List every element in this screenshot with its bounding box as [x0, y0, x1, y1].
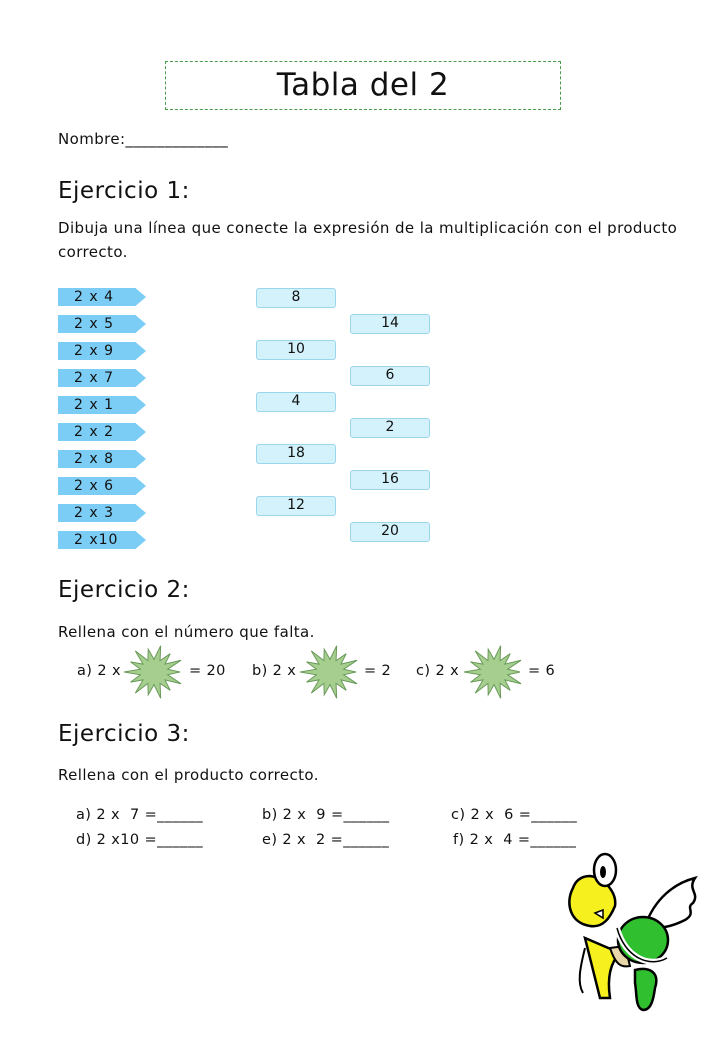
koopa-illustration [568, 852, 698, 1012]
exercise3-instructions: Rellena con el producto correcto. [58, 766, 319, 784]
fill-in-item[interactable]: e) 2 x 2 =______ [262, 832, 390, 848]
product-box[interactable]: 18 [256, 444, 336, 464]
page-title: Tabla del 2 [165, 61, 561, 110]
expression-tag[interactable]: 2 x 8 [58, 450, 146, 468]
blank-star-shape[interactable] [462, 644, 526, 700]
fill-in-item[interactable]: b) 2 x 9 =______ [262, 807, 390, 823]
equation-result: = 6 [528, 663, 556, 679]
exercise3-heading: Ejercicio 3: [58, 721, 190, 747]
product-box[interactable]: 12 [256, 496, 336, 516]
product-box[interactable]: 2 [350, 418, 430, 438]
product-box[interactable]: 20 [350, 522, 430, 542]
exercise1-instructions: Dibuja una línea que conecte la expresió… [58, 219, 678, 237]
exercise2-heading: Ejercicio 2: [58, 577, 190, 603]
expression-tag[interactable]: 2 x 2 [58, 423, 146, 441]
name-field-label: Nombre:_____________ [58, 130, 229, 148]
equation-prefix: c) 2 x [416, 663, 460, 679]
equation-prefix: b) 2 x [252, 663, 297, 679]
blank-star-shape[interactable] [298, 644, 362, 700]
blank-star-shape[interactable] [122, 644, 186, 700]
expression-tag[interactable]: 2 x 7 [58, 369, 146, 387]
expression-tag[interactable]: 2 x 1 [58, 396, 146, 414]
product-box[interactable]: 6 [350, 366, 430, 386]
expression-tag[interactable]: 2 x 3 [58, 504, 146, 522]
expression-tag[interactable]: 2 x 4 [58, 288, 146, 306]
fill-in-item[interactable]: d) 2 x10 =______ [76, 832, 203, 848]
equation-prefix: a) 2 x [77, 663, 121, 679]
equation-result: = 20 [189, 663, 226, 679]
expression-tag[interactable]: 2 x 6 [58, 477, 146, 495]
product-box[interactable]: 10 [256, 340, 336, 360]
expression-tag[interactable]: 2 x 9 [58, 342, 146, 360]
product-box[interactable]: 16 [350, 470, 430, 490]
equation-result: = 2 [364, 663, 392, 679]
expression-tag[interactable]: 2 x10 [58, 531, 146, 549]
product-box[interactable]: 4 [256, 392, 336, 412]
expression-tag[interactable]: 2 x 5 [58, 315, 146, 333]
fill-in-item[interactable]: f) 2 x 4 =______ [453, 832, 577, 848]
product-box[interactable]: 8 [256, 288, 336, 308]
fill-in-item[interactable]: a) 2 x 7 =______ [76, 807, 204, 823]
fill-in-item[interactable]: c) 2 x 6 =______ [451, 807, 578, 823]
exercise1-heading: Ejercicio 1: [58, 178, 190, 204]
exercise1-instructions-cont: correcto. [58, 243, 128, 261]
product-box[interactable]: 14 [350, 314, 430, 334]
exercise2-instructions: Rellena con el número que falta. [58, 623, 315, 641]
